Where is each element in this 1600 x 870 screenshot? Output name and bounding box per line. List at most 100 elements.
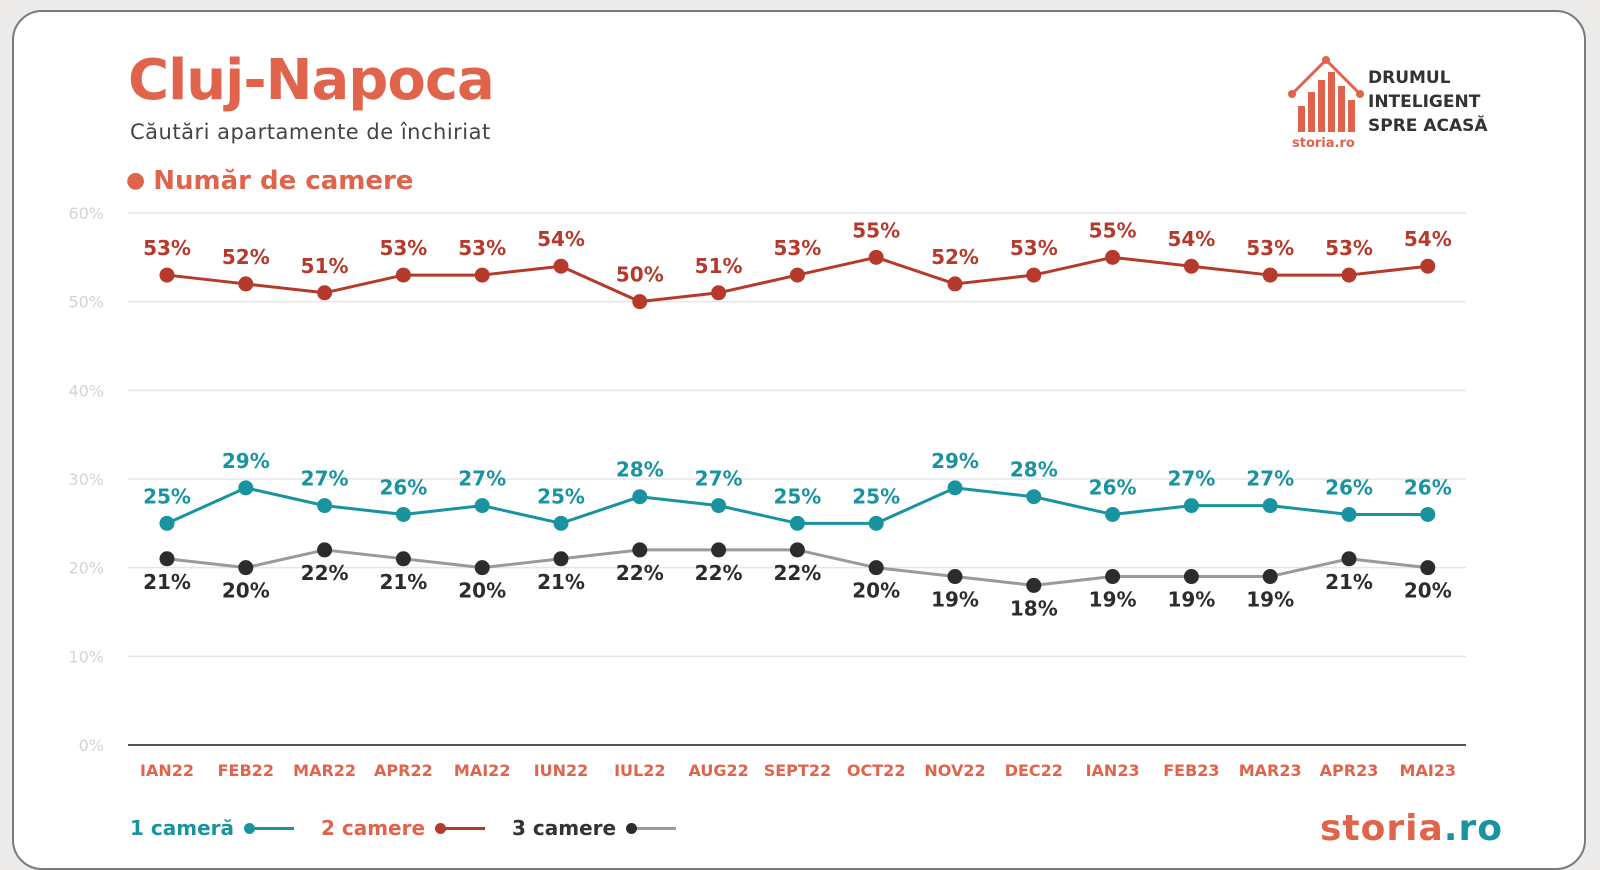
- line-chart: 0% 10% 20% 30% 40% 50% 60% IAN22 FEB22 MAR22 APR22…: [68, 204, 1466, 780]
- chart-card: [12, 10, 1586, 870]
- brand-tagline-line2: INTELIGENT: [1368, 92, 1481, 112]
- data-point-1-camera: [317, 498, 333, 514]
- data-label-1-camera: 27%: [1167, 467, 1215, 491]
- data-label-3-camere: 20%: [222, 579, 270, 603]
- legend-item-3-camere: 3 camere: [512, 816, 677, 840]
- data-label-1-camera: 26%: [1404, 475, 1452, 499]
- data-label-1-camera: 27%: [458, 467, 506, 491]
- data-label-2-camere: 55%: [852, 218, 900, 242]
- y-tick-label: 30%: [68, 470, 104, 489]
- page-title: Cluj-Napoca: [128, 48, 495, 113]
- y-tick-label: 10%: [68, 647, 104, 666]
- data-label-3-camere: 19%: [1246, 588, 1294, 612]
- data-point-1-camera: [474, 498, 490, 514]
- data-point-3-camere: [789, 542, 805, 558]
- data-label-2-camere: 53%: [458, 236, 506, 260]
- data-label-1-camera: 25%: [537, 484, 585, 508]
- data-label-1-camera: 29%: [931, 449, 979, 473]
- data-point-1-camera: [1341, 506, 1357, 522]
- data-label-2-camere: 53%: [773, 236, 821, 260]
- x-tick-label: DEC22: [1005, 761, 1063, 780]
- x-tick-label: SEPT22: [764, 761, 831, 780]
- data-point-1-camera: [632, 489, 648, 505]
- x-tick-label: IAN22: [140, 761, 194, 780]
- data-point-3-camere: [317, 542, 333, 558]
- data-label-2-camere: 53%: [1325, 236, 1373, 260]
- data-point-3-camere: [474, 560, 490, 576]
- data-point-1-camera: [395, 506, 411, 522]
- bullet-icon: ●: [126, 168, 146, 193]
- data-label-2-camere: 55%: [1089, 218, 1137, 242]
- data-label-3-camere: 21%: [1325, 570, 1373, 594]
- section-heading-label: Număr de camere: [153, 166, 414, 196]
- data-point-3-camere: [1262, 569, 1278, 585]
- data-label-3-camere: 20%: [1404, 579, 1452, 603]
- data-point-3-camere: [868, 560, 884, 576]
- data-label-2-camere: 53%: [143, 236, 191, 260]
- data-point-2-camere: [238, 276, 254, 292]
- data-point-2-camere: [159, 267, 175, 283]
- data-label-3-camere: 20%: [852, 579, 900, 603]
- data-point-2-camere: [317, 285, 333, 301]
- data-label-1-camera: 27%: [695, 467, 743, 491]
- legend-label-1-camera: 1 cameră: [130, 816, 234, 840]
- x-tick-label: FEB23: [1163, 761, 1219, 780]
- data-point-3-camere: [1026, 577, 1042, 593]
- brand-tagline-line3: SPRE ACASĂ: [1368, 116, 1488, 136]
- y-tick-label: 20%: [68, 559, 104, 578]
- data-point-1-camera: [159, 515, 175, 531]
- data-label-3-camere: 22%: [301, 561, 349, 585]
- legend-label-2-camere: 2 camere: [320, 816, 426, 840]
- data-point-3-camere: [947, 569, 963, 585]
- data-label-2-camere: 52%: [222, 245, 270, 269]
- y-tick-label: 60%: [68, 204, 104, 223]
- data-point-1-camera: [1026, 489, 1042, 505]
- data-point-1-camera: [868, 515, 884, 531]
- data-point-3-camere: [395, 551, 411, 567]
- data-label-1-camera: 26%: [1089, 475, 1137, 499]
- chart-legend: 1 cameră 2 camere 3 camere: [130, 816, 696, 840]
- data-label-3-camere: 19%: [1089, 588, 1137, 612]
- data-label-2-camere: 52%: [931, 245, 979, 269]
- x-tick-label: IUN22: [534, 761, 589, 780]
- data-point-1-camera: [1262, 498, 1278, 514]
- data-label-2-camere: 54%: [1167, 227, 1215, 251]
- data-point-2-camere: [1183, 258, 1199, 274]
- data-point-1-camera: [238, 480, 254, 496]
- data-point-2-camere: [1026, 267, 1042, 283]
- data-point-3-camere: [159, 551, 175, 567]
- y-tick-label: 0%: [79, 736, 104, 755]
- legend-item-1-camera: 1 cameră: [130, 816, 294, 840]
- data-label-1-camera: 29%: [222, 449, 270, 473]
- data-label-3-camere: 20%: [458, 579, 506, 603]
- x-tick-label: APR23: [1320, 761, 1379, 780]
- data-point-2-camere: [947, 276, 963, 292]
- legend-swatch-1-camera: [244, 822, 294, 834]
- x-tick-label: APR22: [374, 761, 433, 780]
- data-label-2-camere: 54%: [537, 227, 585, 251]
- data-label-1-camera: 28%: [616, 458, 664, 482]
- data-point-1-camera: [553, 515, 569, 531]
- data-label-2-camere: 51%: [695, 254, 743, 278]
- data-point-2-camere: [1262, 267, 1278, 283]
- data-point-2-camere: [395, 267, 411, 283]
- data-point-1-camera: [711, 498, 727, 514]
- data-point-2-camere: [1341, 267, 1357, 283]
- x-tick-label: FEB22: [218, 761, 274, 780]
- y-tick-label: 40%: [68, 381, 104, 400]
- brand-logo: DRUMUL INTELIGENT SPRE ACASĂ storia.ro: [1288, 52, 1498, 162]
- data-label-1-camera: 26%: [1325, 475, 1373, 499]
- data-label-3-camere: 18%: [1010, 596, 1058, 620]
- data-label-1-camera: 26%: [379, 475, 427, 499]
- data-point-3-camere: [1183, 569, 1199, 585]
- x-tick-label: MAI22: [454, 761, 511, 780]
- data-label-3-camere: 21%: [537, 570, 585, 594]
- data-point-1-camera: [1420, 506, 1436, 522]
- legend-item-2-camere: 2 camere: [320, 816, 486, 840]
- x-tick-label: MAI23: [1400, 761, 1457, 780]
- x-tick-label: AUG22: [688, 761, 748, 780]
- data-point-2-camere: [789, 267, 805, 283]
- data-label-2-camere: 51%: [301, 254, 349, 278]
- data-label-1-camera: 27%: [301, 467, 349, 491]
- legend-swatch-2-camere: [435, 822, 486, 834]
